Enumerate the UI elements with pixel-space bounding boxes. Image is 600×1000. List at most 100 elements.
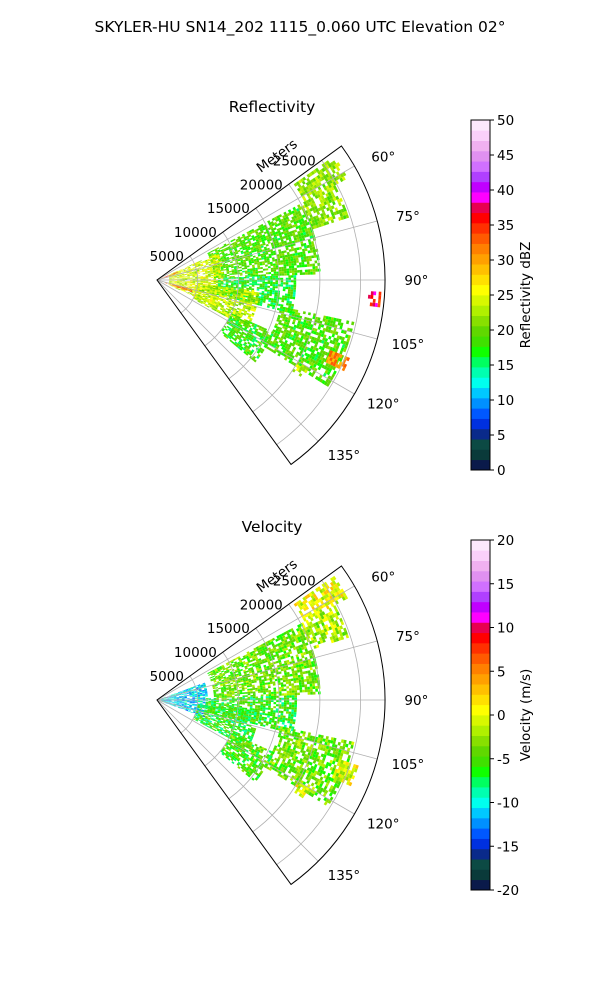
data-cell — [336, 162, 341, 167]
data-cell — [251, 291, 255, 294]
data-cell — [262, 276, 265, 279]
data-cell — [290, 633, 294, 638]
data-cell — [232, 310, 236, 314]
data-cell — [187, 267, 191, 269]
colorbar-tick-label: 30 — [497, 253, 514, 269]
data-cell — [309, 686, 313, 690]
data-cell — [278, 645, 282, 649]
data-cell — [280, 644, 284, 648]
data-cell — [231, 327, 235, 330]
data-cell — [219, 667, 223, 670]
data-cell — [241, 707, 245, 710]
data-cell — [261, 239, 265, 242]
data-cell — [291, 265, 295, 269]
data-cell — [234, 318, 238, 321]
data-cell — [218, 303, 222, 306]
data-cell — [326, 188, 330, 194]
data-cell — [244, 289, 247, 291]
data-cell — [286, 298, 290, 301]
data-cell — [317, 317, 321, 321]
data-cell — [260, 650, 264, 654]
data-cell — [228, 668, 232, 671]
data-cell — [214, 290, 218, 292]
data-cell — [232, 245, 236, 248]
data-cell — [256, 648, 260, 651]
data-cell — [282, 642, 287, 647]
data-cell — [299, 366, 304, 371]
data-cell — [246, 251, 250, 255]
data-cell — [251, 650, 256, 654]
data-cell — [242, 296, 246, 299]
data-cell — [316, 338, 320, 342]
data-cell — [265, 264, 268, 267]
data-cell — [190, 281, 193, 283]
data-cell — [263, 344, 267, 348]
data-cell — [217, 256, 220, 258]
data-cell — [281, 688, 284, 692]
data-cell — [267, 220, 271, 224]
data-cell — [264, 283, 268, 286]
data-cell — [248, 654, 252, 658]
data-cell — [321, 216, 325, 220]
data-cell — [176, 273, 179, 275]
data-cell — [300, 224, 304, 228]
data-cell — [256, 258, 259, 261]
data-cell — [184, 282, 188, 284]
data-cell — [178, 271, 181, 273]
data-cell — [267, 285, 270, 288]
data-cell — [332, 181, 337, 186]
data-cell — [321, 583, 326, 588]
data-cell — [275, 240, 279, 244]
data-cell — [224, 295, 228, 298]
data-cell — [230, 252, 234, 255]
data-cell — [293, 602, 298, 607]
data-cell — [229, 257, 232, 260]
data-cell — [378, 291, 382, 296]
data-cell — [203, 278, 206, 280]
data-cell — [313, 672, 317, 676]
data-cell — [270, 253, 274, 256]
data-cell — [275, 335, 279, 339]
data-cell — [236, 343, 240, 346]
data-cell — [318, 352, 323, 357]
data-cell — [243, 311, 247, 315]
data-cell — [169, 281, 172, 283]
data-cell — [239, 318, 243, 322]
data-cell — [206, 291, 210, 293]
data-cell — [218, 286, 221, 288]
data-cell — [225, 264, 229, 267]
data-cell — [184, 276, 188, 278]
data-cell — [191, 286, 195, 288]
data-cell — [284, 219, 288, 223]
data-cell — [225, 684, 229, 687]
data-cell — [179, 703, 182, 704]
data-cell — [294, 704, 297, 708]
data-cell — [169, 284, 173, 286]
data-cell — [217, 674, 220, 677]
data-cell — [205, 285, 208, 288]
data-cell — [255, 256, 259, 259]
data-cell — [229, 322, 232, 325]
data-cell — [292, 638, 296, 643]
data-cell — [319, 356, 324, 361]
data-cell — [331, 351, 336, 356]
data-cell — [247, 688, 250, 691]
data-cell — [170, 274, 174, 276]
data-cell — [182, 278, 185, 279]
data-cell — [219, 264, 223, 267]
data-cell — [330, 198, 335, 203]
data-cell — [199, 268, 202, 271]
data-cell — [255, 245, 259, 248]
data-cell — [240, 663, 244, 666]
data-cell — [372, 302, 376, 307]
data-cell — [184, 284, 188, 286]
data-cell — [229, 294, 233, 296]
data-cell — [314, 221, 319, 226]
data-cell — [307, 357, 312, 362]
data-cell — [311, 219, 315, 224]
data-cell — [286, 212, 291, 217]
data-cell — [171, 276, 175, 278]
data-cell — [233, 266, 237, 268]
data-cell — [194, 271, 198, 273]
data-cell — [245, 241, 249, 244]
